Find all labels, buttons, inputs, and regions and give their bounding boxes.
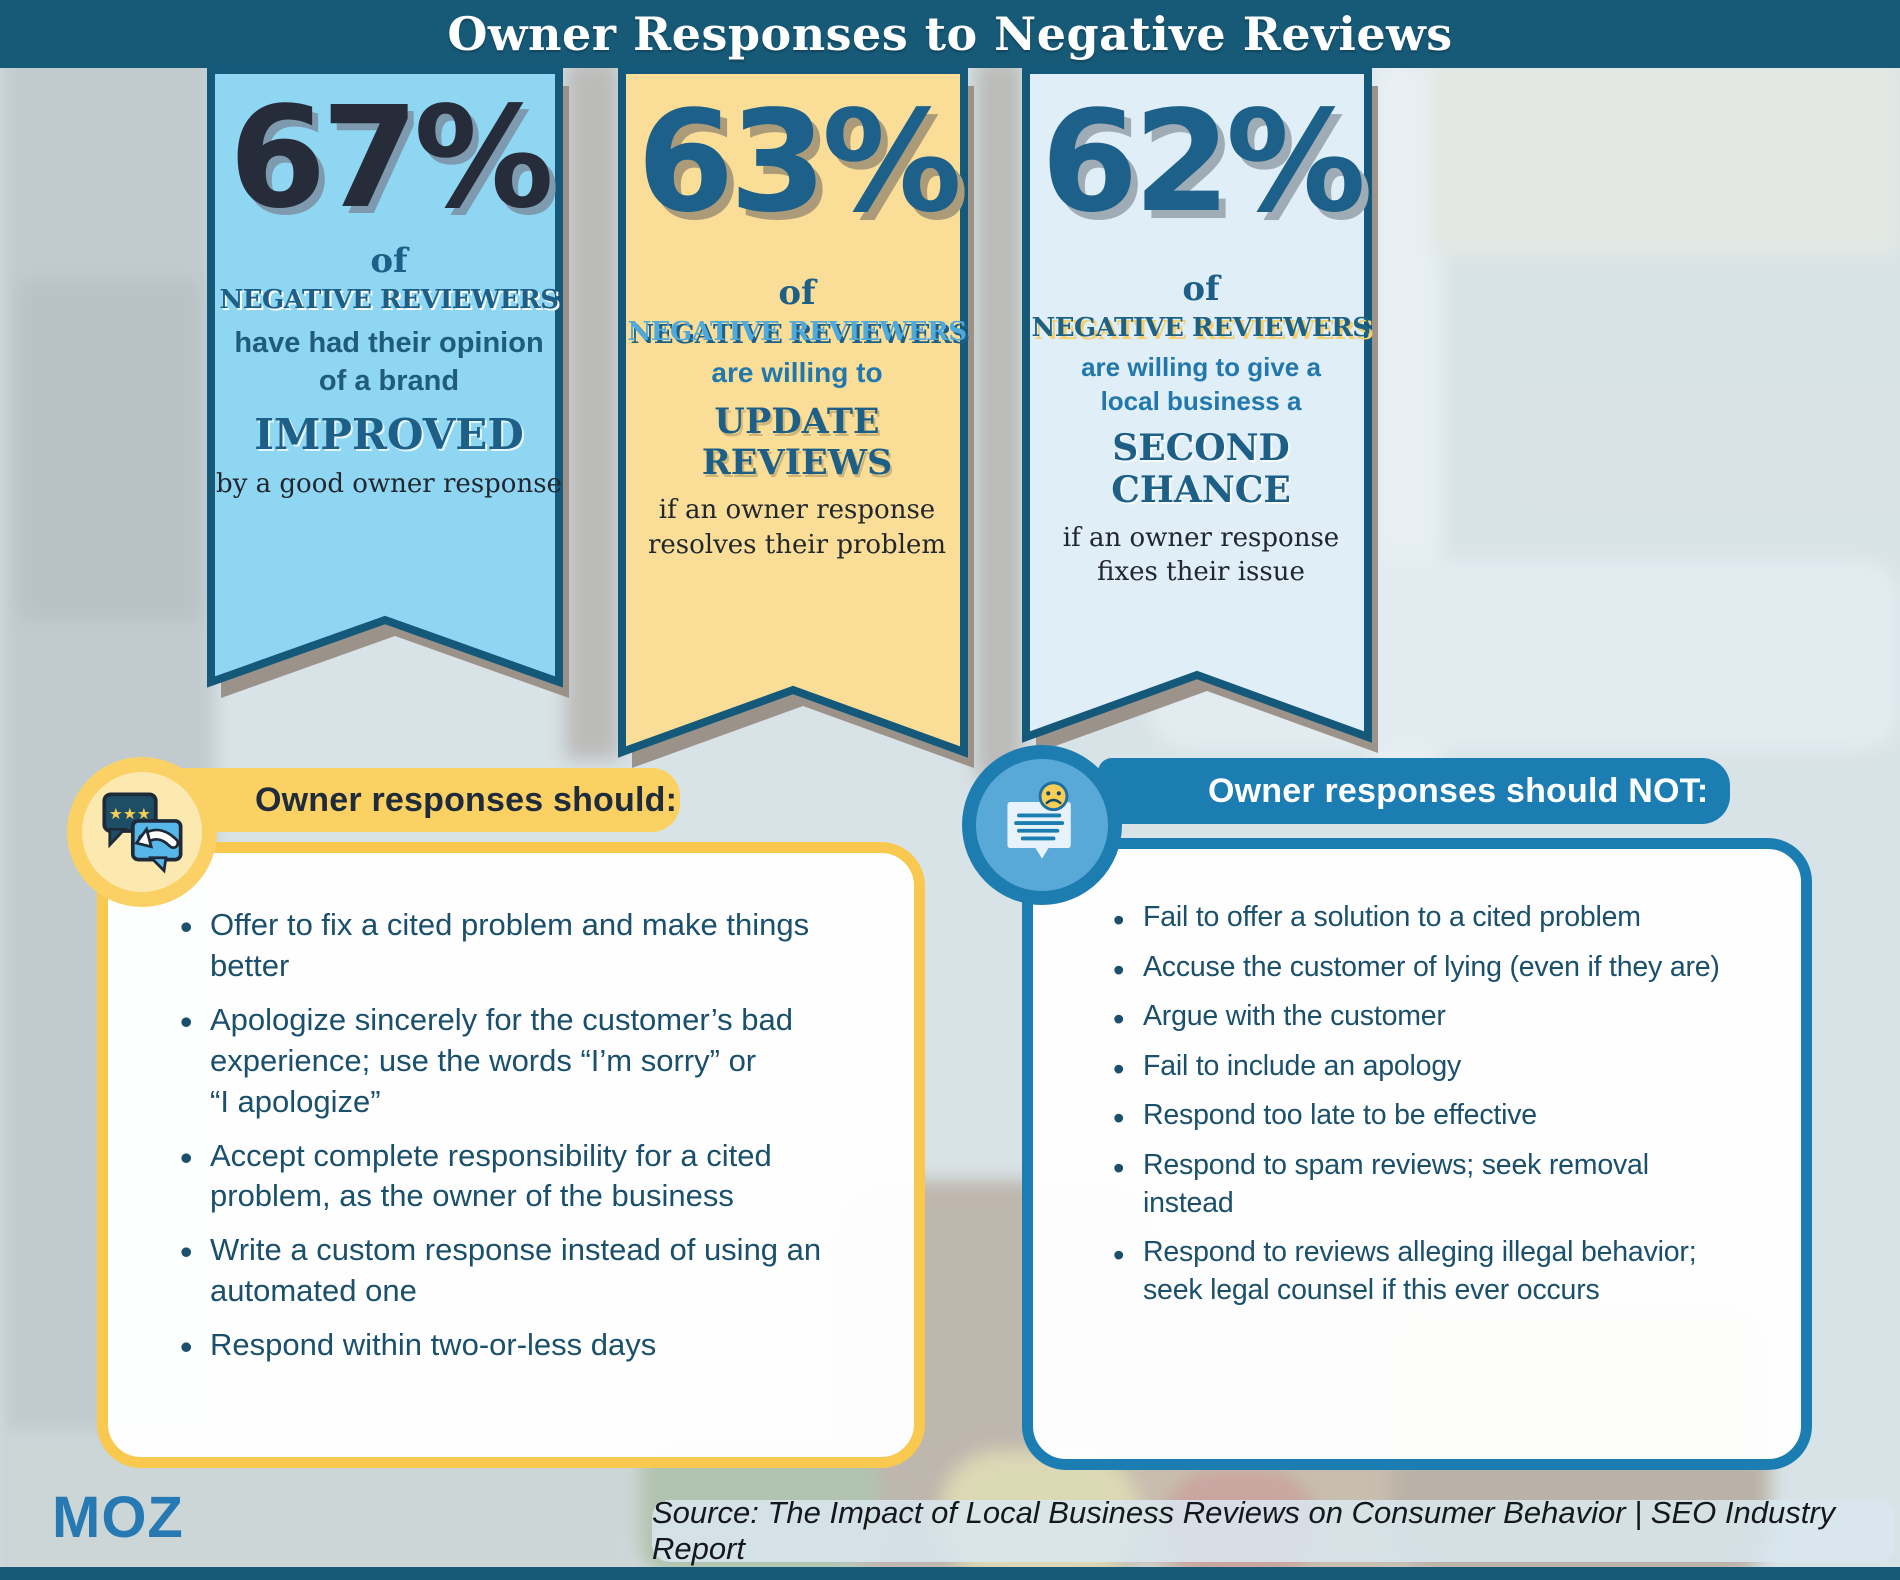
sad-face-icon: [1038, 781, 1069, 812]
ribbon-shape: [618, 66, 974, 768]
page-title: Owner Responses to Negative Reviews: [447, 7, 1453, 61]
stat-lead: are willing to: [711, 357, 883, 388]
list-item: Fail to offer a solution to a cited prob…: [1107, 898, 1787, 941]
stat-banner-second-chance: 62% of NEGATIVE REVIEWERS are willing to…: [1022, 66, 1388, 771]
stat-group: NEGATIVE REVIEWERS: [219, 285, 559, 315]
stat-of: of: [778, 273, 816, 313]
chat-bubbles-reply-icon: ★★★: [102, 792, 183, 874]
should-not-card-body: Fail to offer a solution to a cited prob…: [1022, 838, 1812, 1470]
stat-detail: by a good owner response: [216, 469, 562, 500]
list-item: Apologize sincerely for the customer’s b…: [174, 999, 894, 1123]
list-item: Argue with the customer: [1107, 997, 1787, 1040]
list-item: Respond to spam reviews; seek removal in…: [1107, 1146, 1787, 1222]
stat-of: of: [1182, 269, 1220, 309]
list-item: Offer to fix a cited problem and make th…: [174, 904, 894, 987]
header-bar: Owner Responses to Negative Reviews: [0, 0, 1900, 68]
should-not-card: Owner responses should NOT: Fail to: [962, 745, 1812, 1475]
should-card: Owner responses should: ★★★ Offer to fix…: [67, 745, 925, 1475]
list-item: Accept complete responsibility for a cit…: [174, 1135, 894, 1218]
sad-review-note-icon: [1007, 781, 1071, 859]
stat-lead: are willing to give a local business a: [1081, 352, 1321, 416]
should-not-list: Fail to offer a solution to a cited prob…: [1107, 898, 1787, 1309]
should-not-icon-circle: [962, 745, 1122, 905]
moz-logo: MOZ: [52, 1485, 184, 1550]
stat-keyword: SECOND CHANCE: [1111, 426, 1291, 511]
list-item: Respond too late to be effective: [1107, 1096, 1787, 1139]
should-not-title: Owner responses should NOT:: [1208, 771, 1709, 810]
should-icon-circle: ★★★: [67, 757, 217, 907]
stat-keyword: UPDATE REVIEWS: [701, 401, 893, 484]
stat-percent: 67%: [228, 77, 554, 240]
list-item: Write a custom response instead of using…: [174, 1229, 894, 1312]
list-item: Respond within two-or-less days: [174, 1324, 894, 1371]
ribbon-shape: [1022, 66, 1378, 753]
list-item: Respond to reviews alleging illegal beha…: [1107, 1233, 1787, 1309]
star-icon: ★★★: [109, 806, 151, 823]
list-item: Fail to include an apology: [1107, 1047, 1787, 1090]
should-list: Offer to fix a cited problem and make th…: [174, 904, 894, 1371]
stat-detail: if an owner response resolves their prob…: [647, 495, 947, 560]
source-badge: Source: The Impact of Local Business Rev…: [652, 1495, 1895, 1566]
should-not-header-pill: Owner responses should NOT:: [1098, 758, 1730, 824]
stat-lead: have had their opinion of a brand: [234, 327, 544, 397]
footer-bar: [0, 1567, 1900, 1580]
stat-banner-improved: 67% of NEGATIVE REVIEWERS have had their…: [207, 66, 579, 716]
stat-percent: 63%: [636, 81, 962, 244]
should-title: Owner responses should:: [255, 780, 678, 819]
list-item: Accuse the customer of lying (even if th…: [1107, 948, 1787, 991]
should-header-pill: Owner responses should:: [140, 768, 680, 832]
stat-banner-update-reviews: 63% of NEGATIVE REVIEWERS are willing to…: [618, 66, 984, 786]
stat-of: of: [370, 241, 408, 281]
stat-keyword: IMPROVED: [254, 410, 524, 460]
stat-percent: 62%: [1040, 81, 1366, 244]
source-text: Source: The Impact of Local Business Rev…: [652, 1495, 1836, 1566]
stat-group: NEGATIVE REVIEWERS: [1031, 313, 1371, 343]
stat-detail: if an owner response fixes their issue: [1062, 522, 1340, 587]
should-card-body: Offer to fix a cited problem and make th…: [97, 842, 925, 1468]
stat-group: NEGATIVE REVIEWERS: [627, 317, 967, 347]
ribbon-shape: [207, 66, 569, 698]
